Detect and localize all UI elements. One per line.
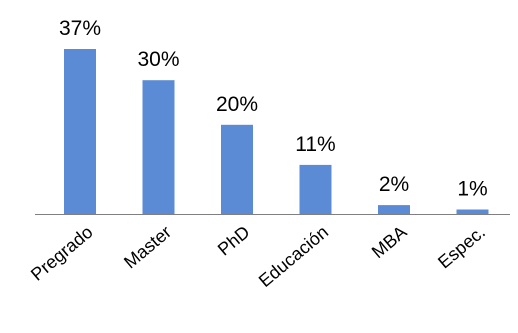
data-label: 37% bbox=[59, 17, 101, 40]
bar-mba bbox=[378, 205, 410, 214]
x-tick-label: Master bbox=[120, 222, 175, 273]
x-tick-label: Educación bbox=[255, 222, 332, 291]
bars-layer bbox=[64, 49, 489, 214]
tick-labels-layer: Pregrado Master PhD Educación MBA Espec. bbox=[27, 222, 489, 291]
data-labels-layer: 37% 30% 20% 11% 2% 1% bbox=[59, 17, 488, 201]
x-tick-label: MBA bbox=[368, 222, 411, 262]
x-tick-label: Pregrado bbox=[27, 222, 97, 285]
data-label: 30% bbox=[137, 48, 179, 71]
x-tick-label: PhD bbox=[214, 222, 254, 260]
bar-master bbox=[142, 80, 175, 214]
x-tick-label: Espec. bbox=[434, 222, 489, 273]
data-label: 20% bbox=[216, 93, 258, 116]
bar-pregrado bbox=[64, 49, 96, 214]
bar-espec- bbox=[456, 209, 489, 214]
bar-phd bbox=[221, 124, 253, 214]
data-label: 2% bbox=[379, 173, 409, 196]
bar-educaci-n bbox=[299, 164, 332, 214]
data-label: 11% bbox=[295, 133, 335, 156]
data-label: 1% bbox=[457, 178, 487, 201]
